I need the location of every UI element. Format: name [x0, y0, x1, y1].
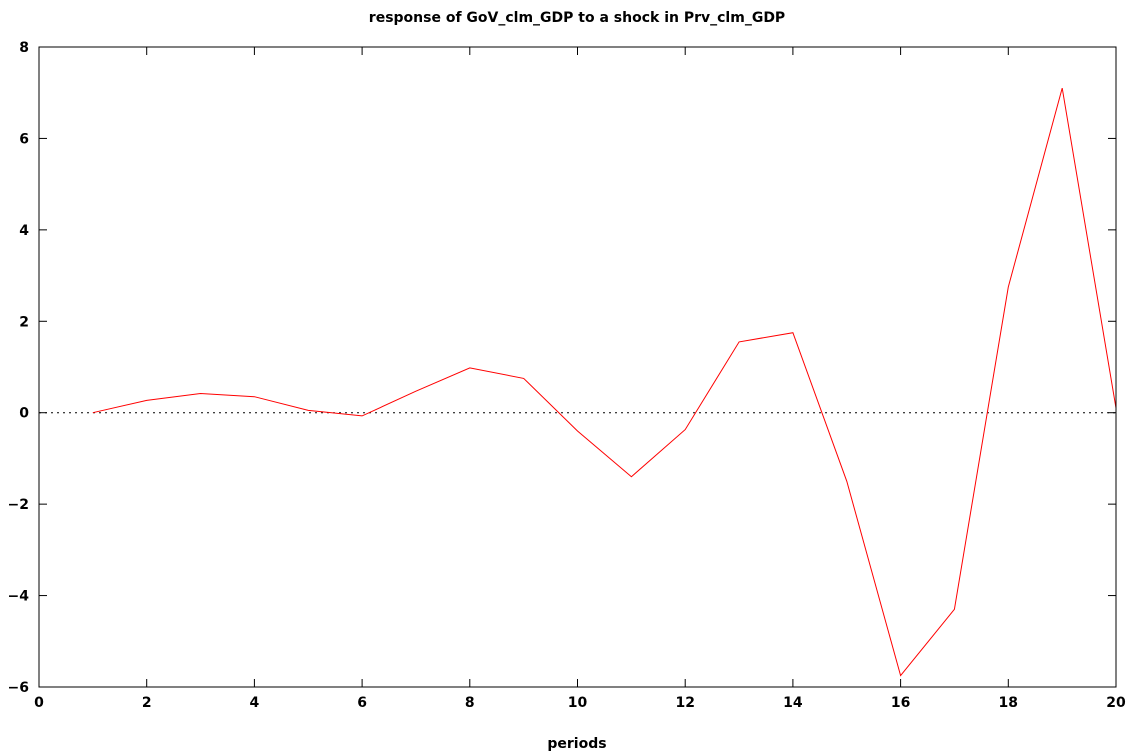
- y-tick-label: −6: [8, 680, 29, 696]
- y-tick-label: 2: [19, 314, 29, 330]
- x-tick-label: 14: [783, 695, 803, 711]
- x-tick-label: 16: [891, 695, 910, 711]
- x-tick-label: 0: [34, 695, 44, 711]
- x-tick-label: 4: [250, 695, 260, 711]
- y-tick-label: 4: [19, 223, 29, 239]
- y-tick-label: −4: [8, 589, 30, 605]
- x-tick-label: 8: [465, 695, 475, 711]
- y-tick-label: 0: [19, 406, 29, 422]
- x-axis-label: periods: [547, 736, 606, 752]
- x-tick-label: 18: [999, 695, 1018, 711]
- plot-frame: [38, 46, 1117, 688]
- x-tick-label: 12: [675, 695, 694, 711]
- axes: 0 2 4 6 8 10 12 14 16 18 20 −6 −4 −2 0 2 4 6 8: [8, 40, 1126, 711]
- x-tick-label: 6: [357, 695, 367, 711]
- x-tick-label: 10: [568, 695, 588, 711]
- y-tick-label: 8: [19, 40, 29, 56]
- y-tick-label: 6: [19, 131, 29, 147]
- x-tick-label: 2: [142, 695, 152, 711]
- plot-area: [39, 87, 1117, 677]
- y-tick-label: −2: [8, 497, 29, 513]
- series-line-0: [92, 87, 1117, 677]
- chart-title: response of GoV_clm_GDP to a shock in Pr…: [369, 10, 785, 26]
- x-tick-label: 20: [1106, 695, 1126, 711]
